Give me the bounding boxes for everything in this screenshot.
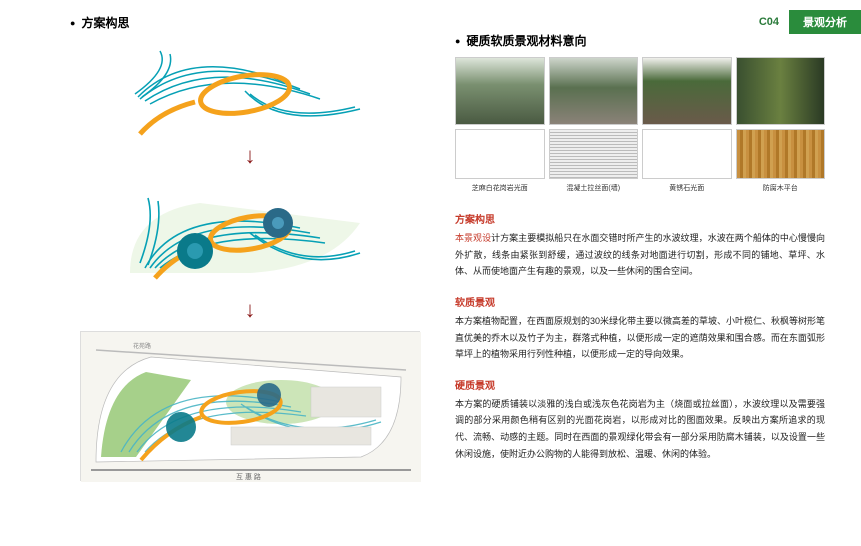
site-plan: 互 惠 路 花苑路 <box>80 331 420 481</box>
text-section-hard: 硬质景观 本方案的硬质铺装以淡雅的浅白或浅灰色花岗岩为主（烧面或拉丝面），水波纹… <box>455 377 825 463</box>
material-label: 防腐木平台 <box>736 183 826 193</box>
material-photo-row <box>455 57 825 125</box>
material-title: 硬质软质景观材料意向 <box>455 32 825 49</box>
material-photo <box>642 57 732 125</box>
material-texture <box>736 129 826 179</box>
diagram-stage: ↓ <box>70 39 430 481</box>
material-texture <box>549 129 639 179</box>
material-title-text: 硬质软质景观材料意向 <box>466 32 586 49</box>
material-label: 芝麻白花岗岩光面 <box>455 183 545 193</box>
material-texture <box>455 129 545 179</box>
svg-text:互 惠 路: 互 惠 路 <box>236 472 261 481</box>
svg-text:花苑路: 花苑路 <box>133 342 151 350</box>
concept-title: 方案构思 <box>70 14 430 31</box>
red-prefix: 本景观设 <box>455 233 491 243</box>
text-body: 本景观设计方案主要模拟船只在水面交错时所产生的水波纹理，水波在两个船体的中心慢慢… <box>455 230 825 280</box>
concept-diagram-1 <box>100 39 400 139</box>
text-body: 本方案的硬质铺装以淡雅的浅白或浅灰色花岗岩为主（烧面或拉丝面），水波纹理以及需要… <box>455 396 825 463</box>
arrow-down-icon: ↓ <box>245 143 256 169</box>
material-texture <box>642 129 732 179</box>
page-code: C04 <box>759 16 779 28</box>
body-text: 计方案主要模拟船只在水面交错时所产生的水波纹理，水波在两个船体的中心慢慢向外扩散… <box>455 233 825 276</box>
concept-title-text: 方案构思 <box>81 14 129 31</box>
material-label: 混凝土拉丝面(墙) <box>549 183 639 193</box>
material-photo <box>455 57 545 125</box>
left-column: 方案构思 ↓ <box>70 14 430 481</box>
header-badge: C04 景观分析 <box>759 10 861 34</box>
text-body: 本方案植物配置，在西面原规划的30米绿化带主要以微高差的草坡、小叶榄仁、秋枫等树… <box>455 313 825 363</box>
right-column: 硬质软质景观材料意向 芝麻白花岗岩光面 混凝土拉丝面(墙) 黄锈石光面 防腐木平… <box>455 14 825 481</box>
text-heading: 方案构思 <box>455 211 825 226</box>
page-category: 景观分析 <box>789 10 861 34</box>
arrow-down-icon: ↓ <box>245 297 256 323</box>
concept-diagram-2 <box>100 173 400 293</box>
text-heading: 硬质景观 <box>455 377 825 392</box>
text-section-concept: 方案构思 本景观设计方案主要模拟船只在水面交错时所产生的水波纹理，水波在两个船体… <box>455 211 825 280</box>
material-photo <box>736 57 826 125</box>
material-label-row: 芝麻白花岗岩光面 混凝土拉丝面(墙) 黄锈石光面 防腐木平台 <box>455 183 825 193</box>
text-heading: 软质景观 <box>455 294 825 309</box>
material-texture-row <box>455 129 825 179</box>
material-label: 黄锈石光面 <box>642 183 732 193</box>
material-photo <box>549 57 639 125</box>
text-section-soft: 软质景观 本方案植物配置，在西面原规划的30米绿化带主要以微高差的草坡、小叶榄仁… <box>455 294 825 363</box>
